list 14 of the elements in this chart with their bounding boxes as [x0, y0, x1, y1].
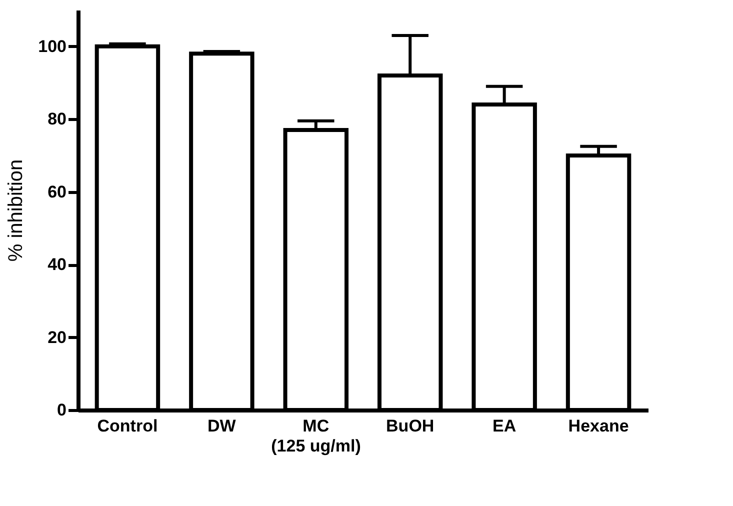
- x-tick-label: Hexane: [568, 416, 629, 436]
- x-tick-label: DW: [208, 416, 237, 436]
- y-tick-label: 60: [48, 182, 66, 202]
- x-tick-label: EA: [492, 416, 516, 436]
- y-tick-label: 20: [48, 328, 66, 347]
- x-axis-title: (125 ug/ml): [271, 436, 361, 456]
- y-tick-label: 100: [38, 36, 66, 56]
- y-axis-title: % inhibition: [5, 159, 28, 262]
- y-tick-label: 80: [48, 110, 66, 129]
- y-tick-label: 40: [48, 255, 66, 274]
- x-tick-label: MC: [302, 416, 330, 436]
- x-tick-label: BuOH: [386, 416, 434, 436]
- y-tick-label: 0: [57, 400, 66, 420]
- x-tick-label: Control: [97, 416, 158, 436]
